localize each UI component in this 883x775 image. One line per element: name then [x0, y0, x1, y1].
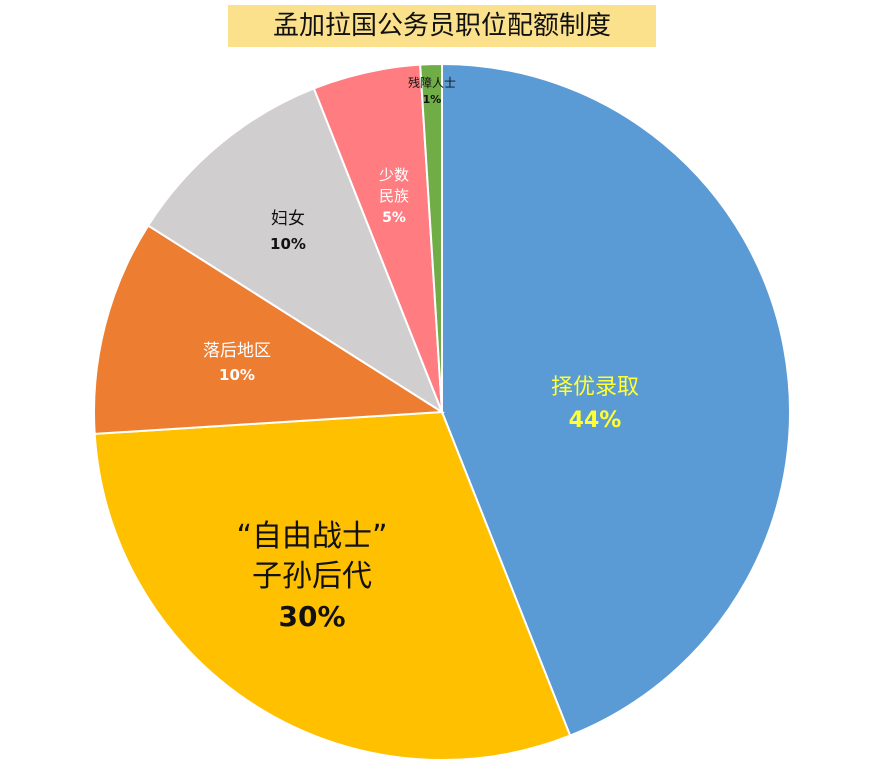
pie-label-2-line-0: 落后地区 [203, 341, 271, 361]
pie-slice-5 [419, 62, 443, 413]
pie-label-4: 少数民族 5% [379, 166, 409, 226]
pie-label-5: 残障人士 1% [408, 75, 456, 106]
pie-label-3-line-0: 妇女 [271, 209, 305, 229]
pie-label-4-line-1: 民族 [379, 187, 409, 205]
pie-slice-2 [93, 224, 446, 435]
pie-label-0-line-0: 择优录取 [551, 375, 639, 400]
pie-label-0-percent: 44% [569, 408, 622, 433]
pie-label-5-percent: 1% [423, 93, 442, 106]
pie-label-4-line-0: 少数 [379, 166, 409, 184]
chart-title-box: 孟加拉国公务员职位配额制度 [228, 5, 656, 47]
chart-title: 孟加拉国公务员职位配额制度 [272, 11, 611, 41]
pie-label-1-percent: 30% [278, 600, 345, 633]
pie-label-1: “自由战士” 子孙后代 30% [236, 519, 387, 633]
pie-label-1-line-1: 子孙后代 [252, 559, 372, 594]
pie-label-2: 落后地区 10% [203, 341, 271, 384]
pie-label-3-percent: 10% [270, 235, 306, 253]
pie-slice-0 [441, 62, 791, 737]
pie-label-3: 妇女 10% [270, 209, 306, 253]
pie-slice-3 [146, 87, 445, 415]
pie-slice-1 [93, 410, 572, 761]
pie-label-1-line-0: “自由战士” [236, 519, 387, 554]
pie-label-2-percent: 10% [219, 366, 255, 384]
pie-slices [93, 62, 791, 761]
pie-labels: 择优录取 44% “自由战士” 子孙后代 30% 落后地区 10% 妇女 10% 少数民族 5% 残障… [203, 75, 639, 633]
pie-label-0: 择优录取 44% [551, 375, 639, 433]
pie-label-4-percent: 5% [382, 210, 406, 226]
pie-label-5-line-0: 残障人士 [408, 75, 456, 90]
